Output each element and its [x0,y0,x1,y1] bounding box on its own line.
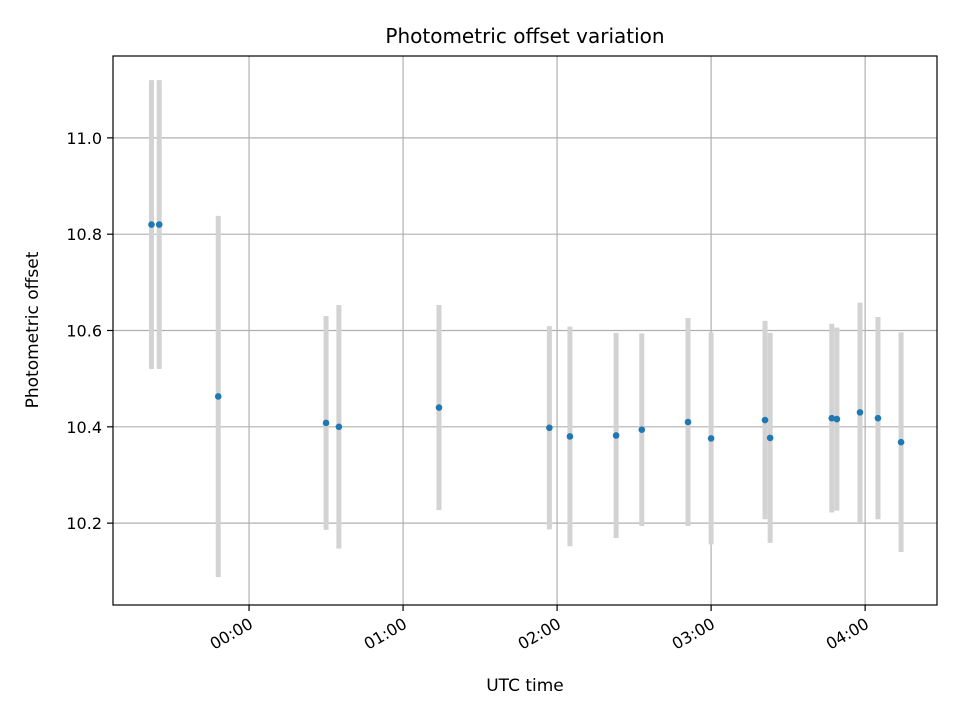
data-point [761,416,769,424]
data-point [833,415,841,423]
data-point [322,419,330,427]
data-point [335,423,343,431]
y-tick-label: 10.2 [66,514,102,533]
data-point [435,404,443,411]
data-point [828,414,836,422]
chart-title: Photometric offset variation [385,24,664,48]
data-point [856,409,864,416]
y-tick-label: 10.6 [66,322,102,341]
data-point [612,432,620,439]
y-tick-label: 11.0 [66,129,102,148]
grid-lines [113,56,937,605]
data-point [707,435,715,442]
data-point [684,418,692,426]
data-point [638,426,646,434]
data-point [874,414,882,422]
y-axis-title: Photometric offset [23,251,43,408]
data-point [766,434,774,442]
data-point [155,221,163,228]
data-point [214,393,222,400]
data-point [546,424,553,432]
data-point [897,438,905,446]
y-tick-label: 10.8 [66,225,102,244]
x-axis-title: UTC time [486,676,564,696]
data-point [148,221,155,228]
data-point [566,433,574,440]
data-points [148,221,905,446]
y-tick-label: 10.4 [66,418,102,437]
